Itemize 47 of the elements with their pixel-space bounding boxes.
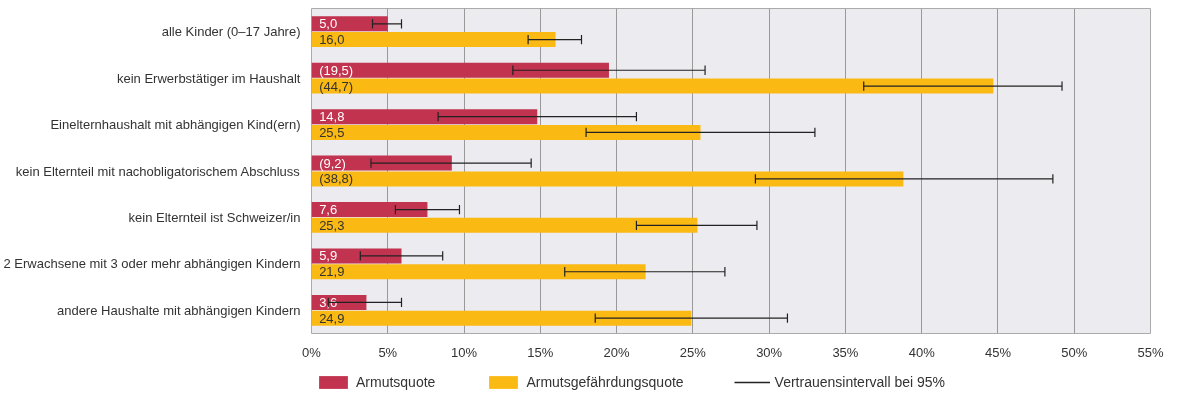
- text: Vertrauensintervall bei 95%: [774, 374, 946, 390]
- x-tick-label: 5%: [378, 344, 398, 360]
- data-label: (9,2): [319, 155, 346, 171]
- x-tick-label: 55%: [1137, 344, 1164, 360]
- data-label: 25,5: [319, 124, 345, 140]
- bar: [311, 62, 609, 78]
- legend-label: Armutsquote: [356, 374, 436, 390]
- y-tick-label: alle Kinder (0–17 Jahre): [161, 24, 301, 40]
- bar: [311, 16, 388, 32]
- y-tick-label: andere Haushalte mit abhängigen Kindern: [56, 302, 301, 318]
- y-tick-label: Einelternhaushalt mit abhängigen Kind(ern): [50, 117, 301, 133]
- data-label: 14,8: [319, 109, 345, 125]
- bar: [311, 32, 556, 48]
- data-label: (19,5): [319, 62, 354, 78]
- bar: [311, 78, 994, 94]
- bar: [311, 217, 698, 233]
- x-tick-label: 0%: [302, 344, 322, 360]
- data-label: 7,6: [319, 202, 338, 218]
- y-tick-label: 2 Erwachsene mit 3 oder mehr abhängigen Kindern: [3, 256, 301, 272]
- bar: [311, 202, 428, 218]
- y-tick-label: kein Erwerbstätiger im Haushalt: [116, 70, 301, 86]
- x-tick-label: 25%: [679, 344, 707, 360]
- x-tick-label: 45%: [984, 344, 1012, 360]
- bar: [311, 124, 701, 140]
- x-tick-label: 20%: [603, 344, 631, 360]
- x-tick-label: 15%: [527, 344, 554, 360]
- data-label: (38,8): [319, 171, 354, 187]
- bar: [311, 171, 904, 187]
- bar: [311, 264, 646, 280]
- y-tick-label: kein Elternteil ist Schweizer/in: [128, 209, 301, 225]
- data-label: 25,3: [319, 217, 345, 233]
- data-label: 5,0: [319, 16, 338, 32]
- data-label: (44,7): [319, 78, 354, 94]
- x-tick-label: 10%: [451, 344, 478, 360]
- data-label: 5,9: [319, 248, 338, 264]
- y-tick-label: kein Elternteil mit nachobligatorischem Abschluss: [15, 163, 301, 179]
- data-label: 24,9: [319, 310, 345, 326]
- x-tick-label: 30%: [756, 344, 783, 360]
- bar: [311, 248, 402, 264]
- data-label: 21,9: [319, 264, 345, 280]
- x-tick-label: 35%: [832, 344, 859, 360]
- x-tick-label: 40%: [908, 344, 936, 360]
- legend-label: Armutsgefährdungsquote: [526, 374, 684, 390]
- data-label: 16,0: [319, 32, 345, 48]
- bar: [311, 310, 692, 326]
- bar: [311, 109, 538, 125]
- x-tick-label: 50%: [1061, 344, 1088, 360]
